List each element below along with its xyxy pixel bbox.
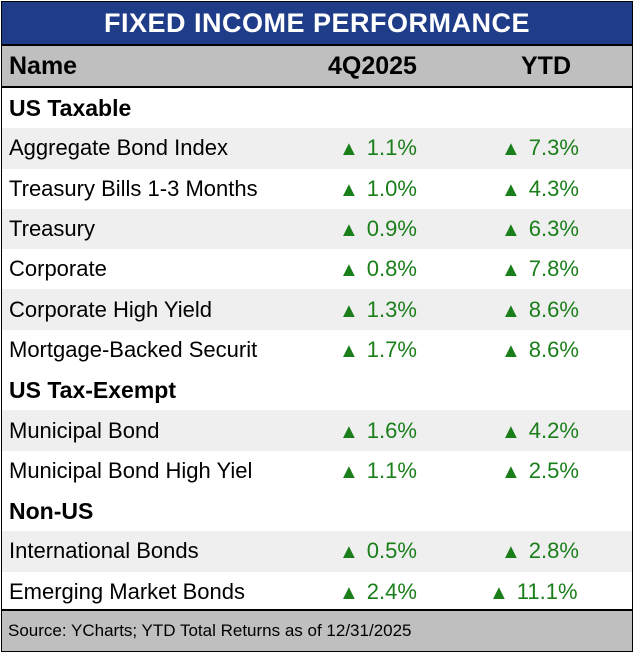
- table-row: Treasury ▲ 0.9% ▲ 6.3%: [2, 208, 632, 250]
- row-name: Corporate: [9, 256, 107, 282]
- up-triangle-icon: ▲: [501, 339, 521, 362]
- up-triangle-icon: ▲: [339, 219, 359, 242]
- table-row: Emerging Market Bonds ▲ 2.4% ▲ 11.1%: [2, 572, 632, 612]
- row-ytd-value: 4.3%: [528, 175, 579, 201]
- row-ytd-value: 4.2%: [528, 417, 579, 443]
- section-label: US Tax-Exempt: [9, 376, 177, 403]
- section-label: US Taxable: [9, 94, 132, 121]
- row-4q-value: 0.5%: [366, 538, 417, 564]
- up-triangle-icon: ▲: [501, 178, 521, 201]
- row-4q-value: 1.1%: [366, 135, 417, 161]
- table-row: Corporate ▲ 0.8% ▲ 7.8%: [2, 249, 632, 289]
- section-label: Non-US: [9, 497, 94, 524]
- up-triangle-icon: ▲: [501, 219, 521, 242]
- row-name: Municipal Bond: [9, 417, 160, 443]
- up-triangle-icon: ▲: [339, 581, 359, 604]
- column-header-4q2025: 4Q2025: [328, 51, 417, 80]
- table-title: FIXED INCOME PERFORMANCE: [2, 2, 632, 44]
- row-4q-value: 1.6%: [366, 417, 417, 443]
- row-4q-value: 0.8%: [366, 256, 417, 282]
- row-ytd-value: 11.1%: [516, 578, 578, 604]
- up-triangle-icon: ▲: [339, 259, 359, 282]
- up-triangle-icon: ▲: [501, 420, 521, 443]
- table-row: Corporate High Yield ▲ 1.3% ▲ 8.6%: [2, 289, 632, 330]
- table-row: International Bonds ▲ 0.5% ▲ 2.8%: [2, 531, 632, 572]
- row-name: Treasury: [9, 216, 95, 242]
- table-row: Mortgage-Backed Securit ▲ 1.7% ▲ 8.6%: [2, 330, 632, 370]
- table-row: Aggregate Bond Index ▲ 1.1% ▲ 7.3%: [2, 128, 632, 169]
- table-row: Municipal Bond ▲ 1.6% ▲ 4.2%: [2, 410, 632, 451]
- up-triangle-icon: ▲: [501, 299, 521, 322]
- section-row-non-us: Non-US: [2, 491, 632, 531]
- row-ytd-value: 7.3%: [528, 135, 579, 161]
- column-header-ytd: YTD: [521, 51, 571, 80]
- row-name: International Bonds: [9, 538, 199, 564]
- source-footnote: Source: YCharts; YTD Total Returns as of…: [2, 609, 632, 651]
- row-name: Treasury Bills 1-3 Months: [9, 175, 258, 201]
- up-triangle-icon: ▲: [339, 420, 359, 443]
- table-row: Treasury Bills 1-3 Months ▲ 1.0% ▲ 4.3%: [2, 169, 632, 209]
- row-name: Corporate High Yield: [9, 296, 213, 322]
- section-row-us-taxable: US Taxable: [2, 88, 632, 128]
- up-triangle-icon: ▲: [339, 299, 359, 322]
- up-triangle-icon: ▲: [501, 138, 521, 161]
- section-row-us-tax-exempt: US Tax-Exempt: [2, 370, 632, 410]
- up-triangle-icon: ▲: [339, 339, 359, 362]
- row-ytd-value: 2.8%: [528, 538, 579, 564]
- row-name: Municipal Bond High Yiel: [9, 457, 253, 483]
- row-4q-value: 1.0%: [366, 175, 417, 201]
- row-4q-value: 0.9%: [366, 216, 417, 242]
- up-triangle-icon: ▲: [339, 178, 359, 201]
- table-row: Municipal Bond High Yiel ▲ 1.1% ▲ 2.5%: [2, 451, 632, 491]
- row-name: Aggregate Bond Index: [9, 135, 228, 161]
- row-name: Emerging Market Bonds: [9, 578, 245, 604]
- row-ytd-value: 8.6%: [528, 336, 579, 362]
- up-triangle-icon: ▲: [501, 460, 521, 483]
- row-4q-value: 2.4%: [366, 578, 417, 604]
- up-triangle-icon: ▲: [489, 581, 509, 604]
- up-triangle-icon: ▲: [501, 541, 521, 564]
- up-triangle-icon: ▲: [501, 259, 521, 282]
- row-4q-value: 1.7%: [366, 336, 417, 362]
- row-4q-value: 1.3%: [366, 296, 417, 322]
- up-triangle-icon: ▲: [339, 138, 359, 161]
- column-header-row: Name 4Q2025 YTD: [2, 44, 632, 88]
- row-ytd-value: 2.5%: [528, 457, 579, 483]
- row-ytd-value: 8.6%: [528, 296, 579, 322]
- row-ytd-value: 7.8%: [528, 256, 579, 282]
- row-4q-value: 1.1%: [366, 457, 417, 483]
- column-header-name: Name: [9, 51, 78, 80]
- up-triangle-icon: ▲: [339, 460, 359, 483]
- row-name: Mortgage-Backed Securit: [9, 336, 258, 362]
- row-ytd-value: 6.3%: [528, 216, 579, 242]
- up-triangle-icon: ▲: [339, 541, 359, 564]
